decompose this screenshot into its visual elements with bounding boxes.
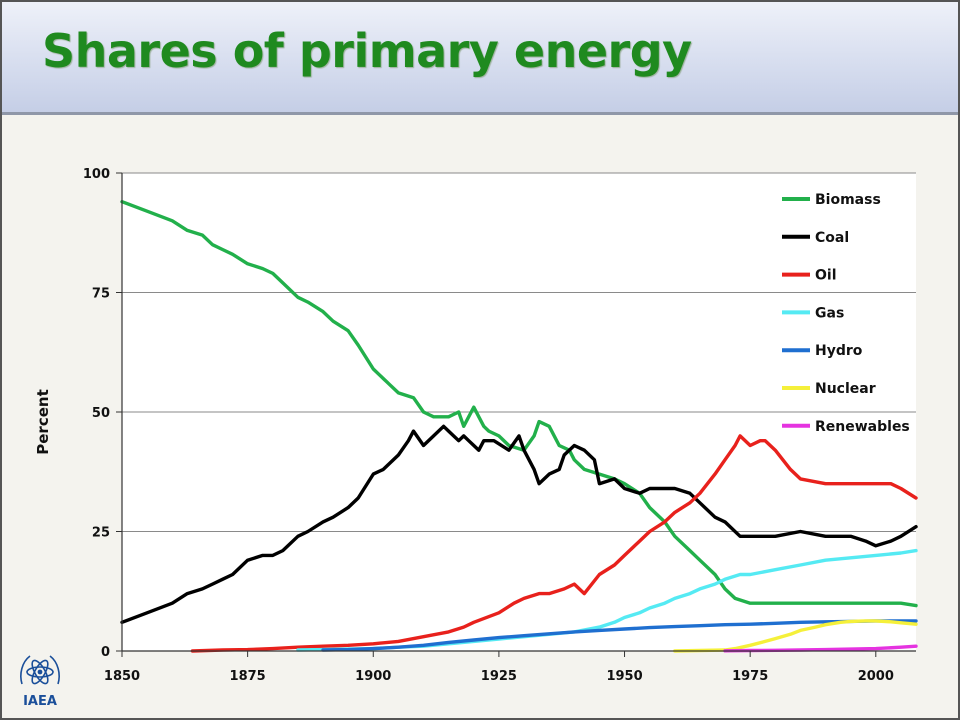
legend-label-renewables: Renewables (815, 419, 910, 435)
x-tick-label: 1975 (732, 669, 768, 684)
y-tick-label: 75 (92, 287, 110, 302)
legend-label-nuclear: Nuclear (815, 381, 876, 397)
y-tick-label: 100 (83, 167, 110, 182)
legend-label-biomass: Biomass (815, 192, 881, 208)
series-lines (120, 199, 918, 653)
x-tick-label: 2000 (858, 669, 894, 684)
series-line-nuclear (673, 619, 918, 653)
x-tick-label: 1850 (104, 669, 140, 684)
y-tick-label: 25 (92, 526, 110, 541)
atom-emblem-icon (20, 655, 60, 685)
series-line-oil (190, 434, 918, 653)
slide-title: Shares of primary energy (42, 24, 692, 78)
x-tick-label: 1900 (355, 669, 391, 684)
gridlines (122, 172, 916, 532)
series-line-biomass (120, 199, 918, 608)
legend: Biomass Coal Oil Gas Hydro Nuclear Renewables (782, 192, 910, 435)
legend-label-gas: Gas (815, 305, 844, 321)
series-line-coal (120, 424, 918, 624)
x-tick-label: 1950 (606, 669, 642, 684)
logo-text: IAEA (23, 694, 57, 709)
y-axis-label: Percent (34, 389, 52, 454)
y-tick-label: 0 (101, 645, 110, 660)
x-tick-label: 1875 (230, 669, 266, 684)
legend-label-oil: Oil (815, 268, 837, 284)
title-banner: Shares of primary energy (2, 2, 958, 115)
tick-labels: 0 25 50 75 100 1850 1875 1900 1925 1950 1975 2000 (83, 167, 894, 684)
iaea-logo: IAEA (16, 650, 64, 712)
legend-label-coal: Coal (815, 230, 849, 246)
y-tick-label: 50 (92, 406, 110, 421)
legend-label-hydro: Hydro (815, 343, 863, 359)
axes (116, 172, 916, 657)
series-line-hydro (321, 619, 918, 652)
x-tick-label: 1925 (481, 669, 517, 684)
